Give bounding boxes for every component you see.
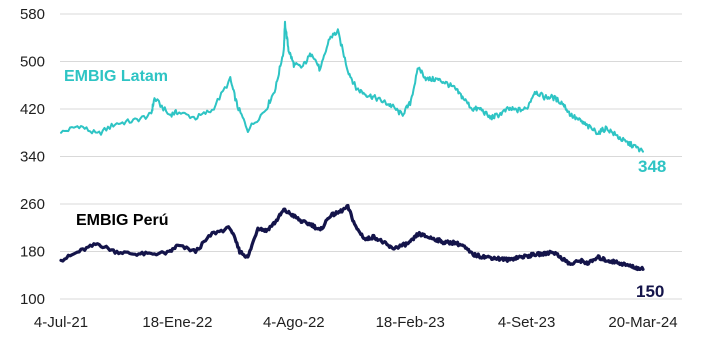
y-tick-label: 260: [20, 196, 45, 213]
y-tick-label: 500: [20, 54, 45, 71]
end-value-label: 348: [638, 157, 666, 176]
series-line-embig-latam: [60, 20, 644, 153]
x-tick-label: 4-Ago-22: [263, 314, 325, 331]
series-name-label: EMBIG Perú: [76, 212, 168, 229]
x-tick-label: 20-Mar-24: [608, 314, 677, 331]
series-line-embig-peru: [59, 203, 645, 272]
y-tick-label: 180: [20, 244, 45, 261]
x-tick-label: 4-Jul-21: [34, 314, 88, 331]
grid-layer: [60, 13, 682, 300]
x-axis-ticks: 4-Jul-21 18-Ene-22 4-Ago-22 18-Feb-23 4-Set-…: [34, 314, 678, 331]
series-layer: [59, 20, 645, 272]
series-labels: EMBIG Latam EMBIG Perú 348 150: [64, 68, 666, 301]
y-axis-ticks: 580 500 420 340 260 180 100: [20, 6, 45, 308]
y-tick-label: 420: [20, 101, 45, 118]
x-tick-label: 18-Ene-22: [142, 314, 212, 331]
x-tick-label: 18-Feb-23: [376, 314, 445, 331]
y-tick-label: 580: [20, 6, 45, 23]
end-value-label: 150: [636, 282, 664, 301]
x-tick-label: 4-Set-23: [498, 314, 556, 331]
y-tick-label: 340: [20, 149, 45, 166]
y-tick-label: 100: [20, 291, 45, 308]
series-name-label: EMBIG Latam: [64, 68, 168, 85]
